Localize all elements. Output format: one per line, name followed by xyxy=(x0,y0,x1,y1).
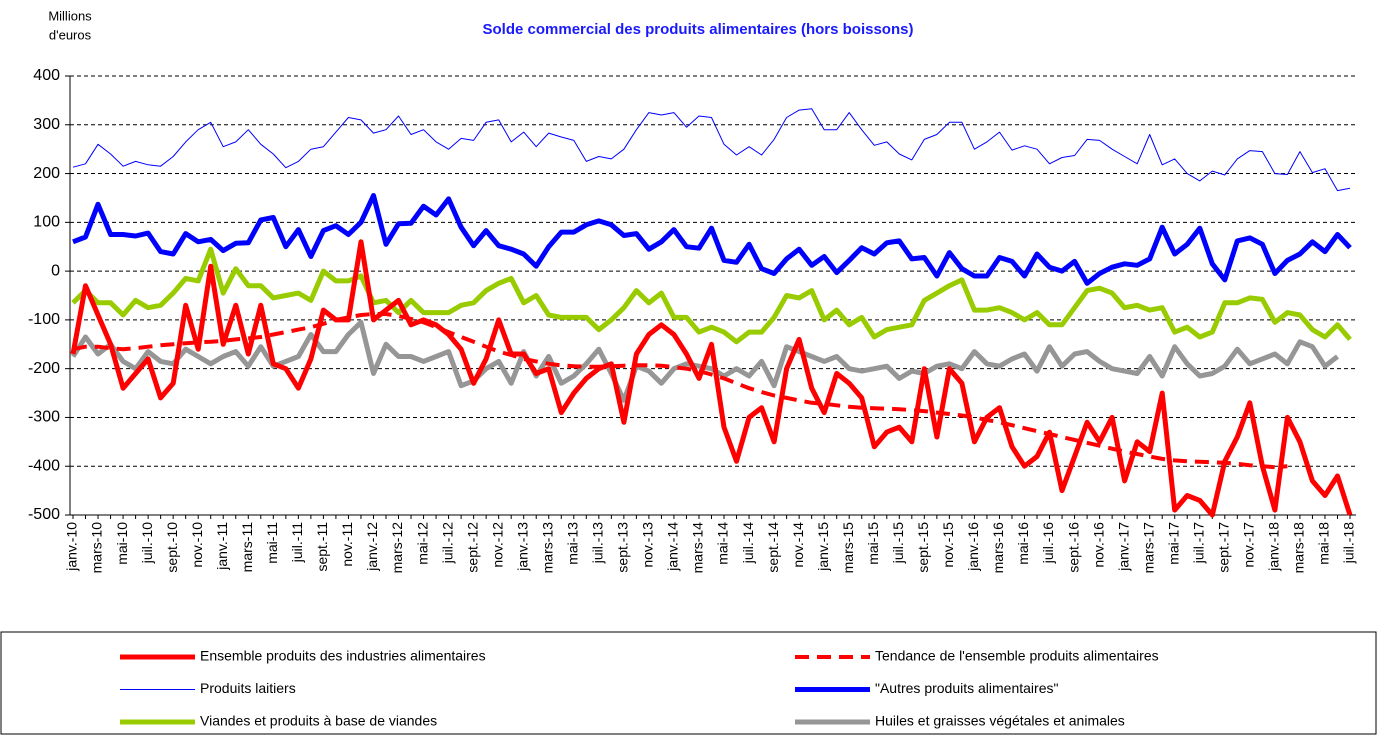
x-tick-label: juil.-11 xyxy=(289,522,305,563)
series-line xyxy=(72,312,1288,470)
x-tick-label: nov.-13 xyxy=(640,522,656,568)
x-tick-label: janv.-14 xyxy=(665,522,681,572)
x-tick-label: nov.-15 xyxy=(940,522,956,568)
x-tick-label: mai-16 xyxy=(1015,522,1031,565)
y-axis-label: d'euros xyxy=(49,27,92,42)
x-tick-label: sept.-10 xyxy=(164,522,180,573)
legend-box xyxy=(0,631,1377,735)
y-tick-label: -500 xyxy=(28,506,60,523)
x-tick-label: janv.-17 xyxy=(1115,522,1131,572)
y-tick-label: 400 xyxy=(33,67,60,84)
x-tick-label: juil.-16 xyxy=(1040,522,1056,564)
x-tick-label: janv.-10 xyxy=(64,522,80,572)
y-tick-label: -400 xyxy=(28,457,60,474)
x-tick-label: sept.-13 xyxy=(615,522,631,573)
x-tick-label: janv.-13 xyxy=(514,522,530,572)
legend-label: "Autres produits alimentaires" xyxy=(875,680,1058,696)
x-tick-label: juil.-14 xyxy=(740,522,756,564)
x-tick-label: juil.-18 xyxy=(1341,522,1357,564)
x-tick-label: juil.-17 xyxy=(1190,522,1206,564)
y-axis-label: Millions xyxy=(48,8,92,23)
x-tick-label: mars-14 xyxy=(690,522,706,574)
legend-label: Produits laitiers xyxy=(200,680,296,696)
x-tick-label: juil.-10 xyxy=(139,522,155,564)
x-tick-label: juil.-13 xyxy=(590,522,606,564)
series-line xyxy=(70,239,1353,518)
x-tick-label: mai-17 xyxy=(1165,522,1181,565)
x-tick-label: sept.-16 xyxy=(1065,522,1081,573)
x-tick-label: sept.-12 xyxy=(464,522,480,573)
x-tick-label: nov.-10 xyxy=(189,522,205,568)
x-tick-label: mars-18 xyxy=(1291,522,1307,574)
x-tick-label: mai-11 xyxy=(264,522,280,564)
x-tick-label: nov.-14 xyxy=(790,522,806,568)
legend-label: Viandes et produits à base de viandes xyxy=(200,713,437,729)
x-tick-label: juil.-12 xyxy=(439,522,455,564)
y-tick-label: 100 xyxy=(33,214,60,231)
chart-title: Solde commercial des produits alimentair… xyxy=(483,21,914,38)
x-tick-label: nov.-17 xyxy=(1241,522,1257,568)
legend-label: Huiles et graisses végétales et animales xyxy=(875,713,1125,729)
x-tick-label: sept.-17 xyxy=(1216,522,1232,573)
x-tick-label: sept.-11 xyxy=(314,522,330,572)
x-tick-label: mai-14 xyxy=(715,522,731,565)
x-tick-label: janv.-16 xyxy=(965,522,981,572)
x-tick-label: nov.-11 xyxy=(339,522,355,567)
x-tick-label: mars-16 xyxy=(990,522,1006,574)
x-tick-label: janv.-12 xyxy=(364,522,380,572)
y-tick-label: 0 xyxy=(51,262,60,279)
x-tick-label: mars-11 xyxy=(239,522,255,573)
x-tick-label: janv.-15 xyxy=(815,522,831,572)
x-tick-label: mars-12 xyxy=(389,522,405,574)
y-tick-label: -200 xyxy=(28,360,60,377)
x-tick-label: juil.-15 xyxy=(890,522,906,564)
y-tick-label: -100 xyxy=(28,311,60,328)
x-tick-label: sept.-14 xyxy=(765,522,781,573)
x-tick-label: sept.-15 xyxy=(915,522,931,573)
series-line xyxy=(71,246,1352,345)
x-tick-label: janv.-11 xyxy=(214,522,230,571)
x-tick-label: mars-10 xyxy=(89,522,105,574)
x-tick-label: mai-15 xyxy=(865,522,881,565)
y-tick-label: 200 xyxy=(33,165,60,182)
legend-label: Tendance de l'ensemble produits alimenta… xyxy=(875,648,1159,664)
x-tick-label: mai-10 xyxy=(114,522,130,565)
x-tick-label: mai-12 xyxy=(414,522,430,565)
x-tick-label: mars-17 xyxy=(1140,522,1156,574)
y-tick-label: 300 xyxy=(33,116,60,133)
y-tick-label: -300 xyxy=(28,409,60,426)
legend-label: Ensemble produits des industries aliment… xyxy=(200,648,486,664)
series-line xyxy=(72,108,1351,192)
x-tick-label: mai-18 xyxy=(1316,522,1332,565)
x-tick-label: nov.-12 xyxy=(489,522,505,568)
x-tick-label: janv.-18 xyxy=(1266,522,1282,572)
x-tick-label: mai-13 xyxy=(564,522,580,565)
x-tick-label: nov.-16 xyxy=(1090,522,1106,568)
x-tick-label: mars-13 xyxy=(539,522,555,574)
x-tick-label: mars-15 xyxy=(840,522,856,574)
series-line xyxy=(72,193,1352,286)
